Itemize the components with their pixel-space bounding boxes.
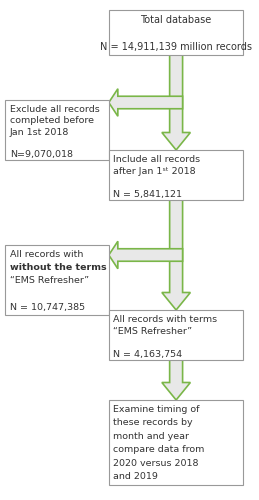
Polygon shape xyxy=(109,242,183,269)
Text: N = 5,841,121: N = 5,841,121 xyxy=(113,190,182,199)
Text: without the terms: without the terms xyxy=(10,263,106,272)
Text: Examine timing of: Examine timing of xyxy=(113,405,200,414)
FancyBboxPatch shape xyxy=(109,10,243,55)
Polygon shape xyxy=(162,55,190,150)
Text: N = 14,911,139 million records: N = 14,911,139 million records xyxy=(100,42,252,52)
Text: 2020 versus 2018: 2020 versus 2018 xyxy=(113,459,199,468)
FancyBboxPatch shape xyxy=(5,100,109,160)
Polygon shape xyxy=(162,200,190,310)
Text: completed before: completed before xyxy=(10,116,94,126)
FancyBboxPatch shape xyxy=(109,310,243,360)
Text: All records with terms: All records with terms xyxy=(113,315,218,324)
Polygon shape xyxy=(162,360,190,400)
Text: N = 10,747,385: N = 10,747,385 xyxy=(10,303,85,312)
Polygon shape xyxy=(109,89,183,116)
Text: All records with: All records with xyxy=(10,250,83,259)
Text: these records by: these records by xyxy=(113,418,193,428)
FancyBboxPatch shape xyxy=(109,400,243,485)
Text: N=9,070,018: N=9,070,018 xyxy=(10,150,73,160)
Text: “EMS Refresher”: “EMS Refresher” xyxy=(10,276,89,285)
Text: month and year: month and year xyxy=(113,432,189,441)
Text: Exclude all records: Exclude all records xyxy=(10,105,100,114)
Text: Total database: Total database xyxy=(140,15,212,25)
Text: Jan 1st 2018: Jan 1st 2018 xyxy=(10,128,69,136)
FancyBboxPatch shape xyxy=(109,150,243,200)
FancyBboxPatch shape xyxy=(5,245,109,315)
Text: N = 4,163,754: N = 4,163,754 xyxy=(113,350,183,359)
Text: Include all records: Include all records xyxy=(113,155,200,164)
Text: “EMS Refresher”: “EMS Refresher” xyxy=(113,326,193,336)
Text: and 2019: and 2019 xyxy=(113,472,158,482)
Text: after Jan 1ˢᵗ 2018: after Jan 1ˢᵗ 2018 xyxy=(113,166,196,175)
Text: compare data from: compare data from xyxy=(113,446,205,454)
